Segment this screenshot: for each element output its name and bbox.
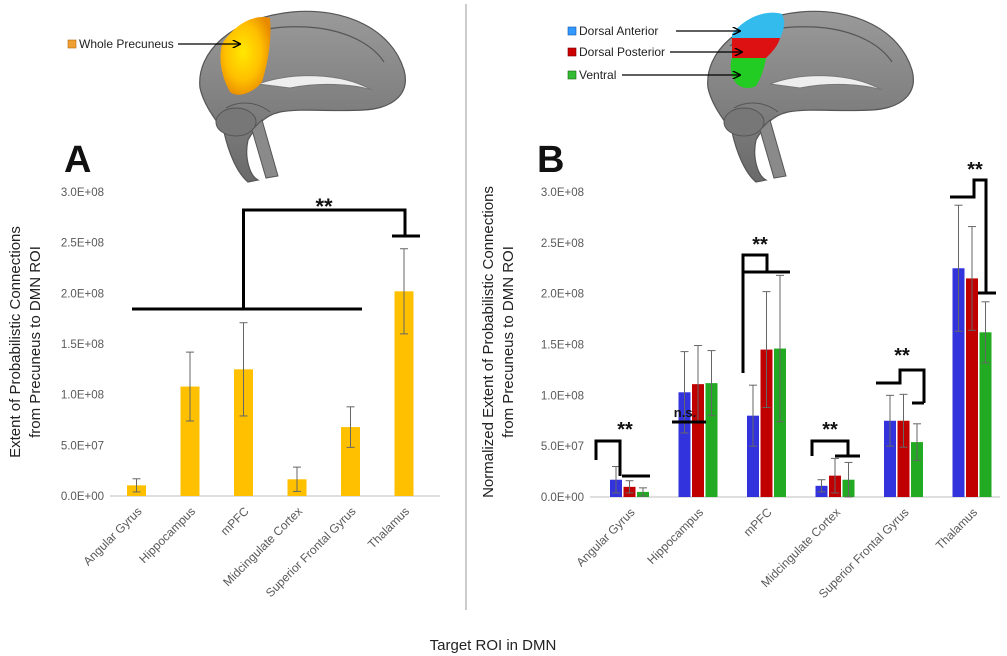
y-tick-label: 1.0E+08	[541, 390, 584, 402]
significance-label: **	[752, 234, 768, 256]
y-tick-label: 2.5E+08	[61, 238, 104, 250]
y-tick-label: 5.0E+07	[541, 441, 584, 453]
legend-swatch	[567, 26, 577, 36]
legend-label: Ventral	[579, 68, 616, 82]
bar	[774, 348, 786, 497]
y-axis-title-a-line1: Extent of Probabilistic Connections	[7, 226, 24, 458]
ventral-region	[730, 58, 766, 88]
y-tick-label: 1.5E+08	[61, 339, 104, 351]
y-axis-title-a-line2: from Precuneus to DMN ROI	[27, 246, 44, 438]
category-label: Angular Gyrus	[573, 505, 637, 569]
brain-image-a: Whole Precuneus	[67, 10, 406, 183]
y-tick-label: 3.0E+08	[61, 187, 104, 199]
significance-label: **	[967, 159, 983, 181]
bar	[678, 392, 691, 497]
category-label: Hippocampus	[644, 505, 706, 567]
y-axis-title-b-line1: Normalized Extent of Probabilistic Conne…	[480, 186, 497, 498]
legend-swatch	[567, 70, 577, 80]
bar	[341, 427, 360, 496]
bar	[966, 278, 978, 497]
legend-dorsal-posterior: Dorsal Posterior	[567, 45, 665, 59]
legend-dorsal-anterior: Dorsal Anterior	[567, 24, 658, 38]
y-tick-label: 5.0E+07	[61, 440, 104, 452]
legend-whole-precuneus: Whole Precuneus	[67, 37, 174, 51]
y-tick-label: 0.0E+00	[61, 491, 104, 503]
panel-letter-b: B	[537, 139, 564, 181]
x-axis-title: Target ROI in DMN	[430, 637, 557, 654]
bar	[234, 369, 253, 496]
legend-swatch	[67, 39, 77, 49]
bar	[760, 349, 773, 497]
bar	[394, 291, 414, 496]
y-tick-label: 0.0E+00	[541, 492, 584, 504]
panel-letter-a: A	[64, 139, 91, 181]
category-label: Angular Gyrus	[80, 504, 144, 568]
legend-label: Whole Precuneus	[79, 37, 174, 51]
y-tick-label: 2.0E+08	[61, 288, 104, 300]
whole-precuneus-region	[220, 17, 271, 95]
significance-label: **	[894, 345, 910, 367]
bar	[979, 332, 992, 497]
y-tick-label: 3.0E+08	[541, 187, 584, 199]
bar	[897, 420, 910, 497]
bar	[884, 420, 896, 497]
significance-label: **	[315, 194, 333, 219]
y-tick-label: 1.5E+08	[541, 340, 584, 352]
bar	[952, 268, 965, 497]
category-label: Hippocampus	[136, 504, 198, 566]
category-label: Superior Frontal Gyrus	[263, 504, 359, 600]
significance-bracket-connector	[242, 208, 407, 309]
category-label: mPFC	[218, 504, 252, 538]
significance-bracket	[594, 439, 650, 478]
y-tick-label: 2.5E+08	[541, 238, 584, 250]
bar	[180, 386, 200, 496]
legend-label: Dorsal Posterior	[579, 45, 665, 59]
dorsal-posterior-region	[732, 38, 780, 58]
significance-bracket	[950, 178, 996, 295]
bar	[705, 383, 718, 497]
chart-b: Normalized Extent of Probabilistic Conne…	[480, 159, 1000, 601]
legend-label: Dorsal Anterior	[579, 24, 658, 38]
significance-bracket	[876, 368, 926, 405]
significance-label: **	[822, 419, 838, 441]
category-label: Thalamus	[365, 504, 412, 551]
y-tick-label: 1.0E+08	[61, 390, 104, 402]
legend-swatch	[567, 47, 577, 57]
bar	[911, 442, 923, 497]
significance-bracket	[741, 253, 790, 373]
y-tick-label: 2.0E+08	[541, 289, 584, 301]
bar	[692, 384, 704, 497]
brain-image-b: Dorsal Anterior Dorsal Posterior Ventral	[567, 10, 914, 183]
significance-label: n.s.	[674, 405, 696, 420]
chart-a: Extent of Probabilistic Connections from…	[7, 187, 440, 600]
dorsal-anterior-region	[732, 12, 785, 38]
bar	[747, 415, 759, 497]
legend-ventral: Ventral	[567, 68, 616, 82]
category-label: Thalamus	[933, 505, 980, 552]
significance-bracket	[810, 439, 860, 458]
category-label: mPFC	[741, 505, 775, 539]
y-axis-title-b-line2: from Precuneus to DMN ROI	[500, 246, 517, 438]
significance-label: **	[617, 419, 633, 441]
